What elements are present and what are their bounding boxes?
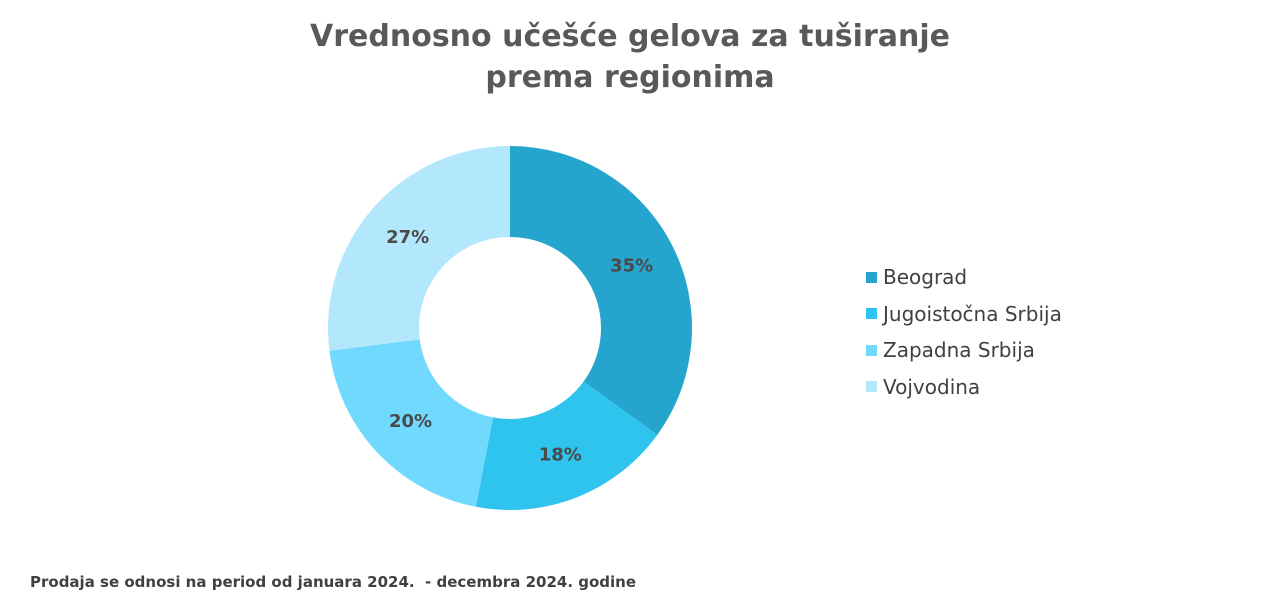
- legend-item: Beograd: [866, 259, 1126, 296]
- data-label: 20%: [389, 411, 432, 432]
- legend-swatch: [866, 271, 877, 283]
- legend-item: Jugoistočna Srbija: [866, 296, 1126, 333]
- legend-swatch: [866, 344, 877, 356]
- legend-item: Vojvodina: [866, 369, 1126, 406]
- chart-title: Vrednosno učešće gelova za tuširanje pre…: [0, 16, 1260, 98]
- donut-slice-zapadna-srbija: [329, 339, 493, 507]
- data-label: 18%: [539, 444, 582, 465]
- donut-slice-vojvodina: [328, 146, 510, 351]
- chart-title-line-1: Vrednosno učešće gelova za tuširanje: [310, 19, 950, 54]
- donut-slice-jugoistočna-srbija: [475, 381, 658, 510]
- donut-slice-beograd: [510, 146, 692, 435]
- donut-chart: 35% 18% 20% 27%: [328, 146, 692, 510]
- legend-label: Jugoistočna Srbija: [883, 301, 1062, 326]
- legend-label: Beograd: [883, 265, 968, 290]
- legend-item: Zapadna Srbija: [866, 332, 1126, 369]
- chart-legend: Beograd Jugoistočna Srbija Zapadna Srbija V…: [866, 259, 1126, 405]
- legend-label: Zapadna Srbija: [883, 338, 1035, 363]
- legend-swatch: [866, 308, 877, 320]
- legend-swatch: [866, 381, 877, 393]
- legend-label: Vojvodina: [883, 374, 981, 399]
- data-label: 35%: [610, 256, 653, 277]
- data-label: 27%: [386, 227, 429, 248]
- chart-footnote: Prodaja se odnosi na period od januara 2…: [30, 573, 637, 591]
- chart-title-line-2: prema regionima: [485, 60, 775, 95]
